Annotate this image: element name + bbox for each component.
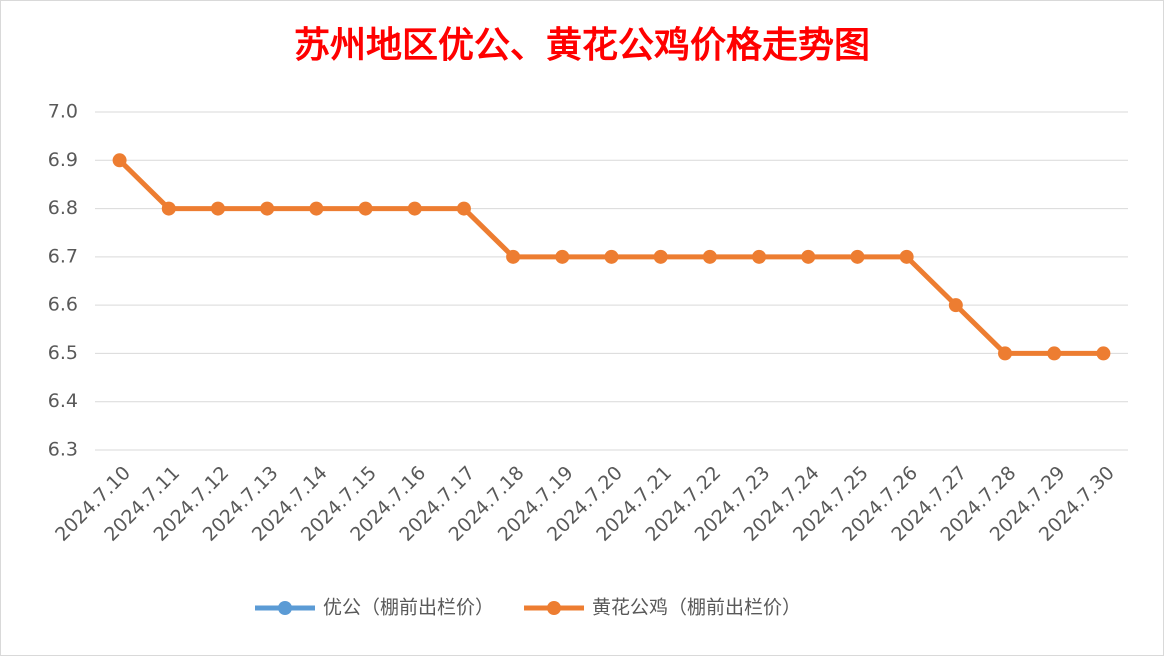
data-point: [506, 249, 521, 264]
data-point: [456, 201, 471, 216]
y-tick-label: 6.8: [48, 197, 78, 219]
data-point: [161, 201, 176, 216]
data-point: [1096, 346, 1111, 361]
chart-title: 苏州地区优公、黄花公鸡价格走势图: [294, 24, 870, 66]
data-point: [112, 153, 127, 168]
legend-marker: [547, 601, 562, 615]
data-point: [850, 249, 865, 264]
data-point: [604, 249, 619, 264]
y-tick-label: 6.6: [48, 294, 78, 316]
data-point: [260, 201, 275, 216]
y-tick-label: 7.0: [48, 101, 78, 123]
data-point: [948, 298, 963, 313]
y-tick-label: 6.7: [48, 245, 78, 267]
y-tick-label: 6.4: [48, 390, 78, 412]
data-point: [752, 249, 767, 264]
data-point: [358, 201, 373, 216]
data-point: [702, 249, 717, 264]
data-point: [309, 201, 324, 216]
legend-label: 黄花公鸡（棚前出栏价）: [592, 597, 801, 619]
data-point: [555, 249, 570, 264]
data-point: [801, 249, 816, 264]
data-point: [1047, 346, 1062, 361]
data-point: [998, 346, 1013, 361]
legend-label: 优公（棚前出栏价）: [323, 597, 494, 619]
legend-marker: [278, 601, 292, 615]
data-point: [407, 201, 422, 216]
data-point: [899, 249, 914, 264]
y-tick-label: 6.9: [48, 149, 78, 171]
y-tick-label: 6.5: [48, 342, 78, 364]
data-point: [210, 201, 225, 216]
data-point: [653, 249, 668, 264]
y-tick-label: 6.3: [48, 439, 78, 461]
